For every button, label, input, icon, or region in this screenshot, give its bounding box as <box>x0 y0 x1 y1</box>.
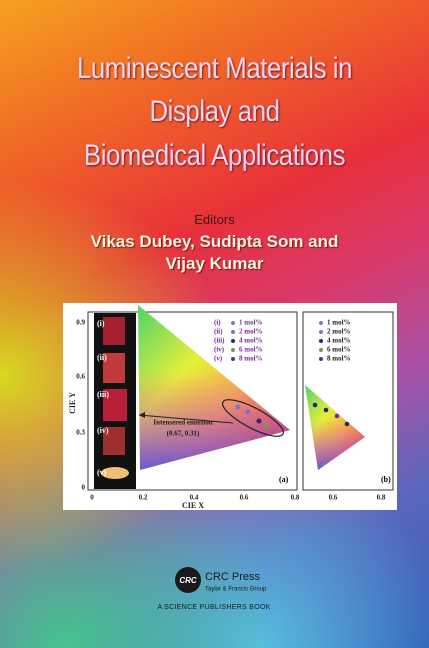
legend-dot <box>231 348 235 352</box>
y-tick-label: 0.9 <box>76 319 85 327</box>
photo <box>103 317 125 345</box>
point <box>334 413 340 419</box>
image-label: (iii) <box>97 390 109 399</box>
image-label: (iv) <box>97 426 109 435</box>
publisher-group: Taylor & Francis Group <box>205 587 267 593</box>
legend-text: 6 mol% <box>239 346 263 354</box>
legend-marker: (iv) <box>214 346 225 354</box>
y-tick-label: 0 <box>82 484 86 492</box>
x-tick-label: 0.8 <box>291 494 300 502</box>
photo <box>103 353 125 383</box>
x-tick-label: 0.2 <box>139 494 148 502</box>
legend-dot <box>231 339 235 343</box>
panel-tag: (a) <box>279 475 289 484</box>
title-line: Biomedical Applications <box>83 139 346 172</box>
legend-marker: (iii) <box>214 337 225 345</box>
legend-text: 1 mol% <box>239 319 263 327</box>
gamut-shade <box>305 385 365 470</box>
legend-text: 6 mol% <box>327 346 351 354</box>
y-axis-label: CIE Y <box>68 392 77 414</box>
legend-dot <box>319 339 323 343</box>
data-points <box>312 402 350 427</box>
legend-text: 8 mol% <box>327 355 351 363</box>
x-tick-label: 0.8 <box>377 494 386 502</box>
legend-dot <box>319 348 323 352</box>
editor-names: Vikas Dubey, Sudipta Som and <box>90 232 339 251</box>
editor-names: Vijay Kumar <box>165 254 264 273</box>
publisher-tagline: A SCIENCE PUBLISHERS BOOK <box>157 604 270 611</box>
image-label: (i) <box>97 319 105 328</box>
legend-marker: (v) <box>214 355 223 363</box>
point <box>235 404 241 410</box>
legend-dot <box>231 330 235 334</box>
legend-text: 8 mol% <box>239 355 263 363</box>
legend-text: 2 mol% <box>327 328 351 336</box>
data-points <box>235 404 269 429</box>
legend-marker: (ii) <box>214 328 223 336</box>
title-line: Display and <box>149 95 280 128</box>
arrow <box>138 414 234 424</box>
panel-tag: (b) <box>381 475 391 484</box>
point <box>263 423 269 429</box>
legend-dot <box>319 357 323 361</box>
x-tick-label: 0.4 <box>190 494 199 502</box>
legend-text: 4 mol% <box>327 337 351 345</box>
logo-text: CRC <box>179 576 197 585</box>
x-tick-label: 0.6 <box>329 494 338 502</box>
logo-circle <box>175 567 201 593</box>
y-tick-label: 0.6 <box>76 373 85 381</box>
point <box>245 409 251 415</box>
publisher-logo: CRC CRC Press Taylor & Francis Group A S… <box>157 567 270 611</box>
cie-figure: (i) (ii) (iii) (iv) (v) (i) 1 mol% (ii) 2 m… <box>63 303 397 510</box>
highlight-ellipse <box>222 399 284 437</box>
panel-b-frame <box>302 311 394 491</box>
image-label: (v) <box>97 468 107 477</box>
annotation: (0.67, 0.31) <box>167 430 200 438</box>
legend-dot <box>319 321 323 325</box>
point <box>344 421 350 427</box>
title-line: Luminescent Materials in <box>76 52 353 85</box>
photo <box>103 389 127 421</box>
arrow-head <box>139 412 145 418</box>
y-tick-label: 0.3 <box>76 429 85 437</box>
panel-a-frame <box>87 311 298 491</box>
legend-text: 4 mol% <box>239 337 263 345</box>
publisher-name: CRC Press <box>205 571 261 583</box>
x-tick-label: 0.6 <box>240 494 249 502</box>
image-label: (ii) <box>97 353 107 362</box>
editors-label: Editors <box>194 212 235 227</box>
legend-dot <box>319 330 323 334</box>
point <box>312 402 318 408</box>
legend-text: 2 mol% <box>239 328 263 336</box>
legend-marker: (i) <box>214 319 221 327</box>
legend-dot <box>231 357 235 361</box>
point <box>323 407 329 413</box>
annotation: Intensered emission <box>153 419 212 427</box>
legend-text: 1 mol% <box>327 319 351 327</box>
point <box>256 418 262 424</box>
photo <box>103 427 125 455</box>
legend-dot <box>231 321 235 325</box>
photo <box>101 467 129 479</box>
x-tick-label: 0 <box>90 494 94 502</box>
x-axis-label: CIE X <box>182 501 204 510</box>
